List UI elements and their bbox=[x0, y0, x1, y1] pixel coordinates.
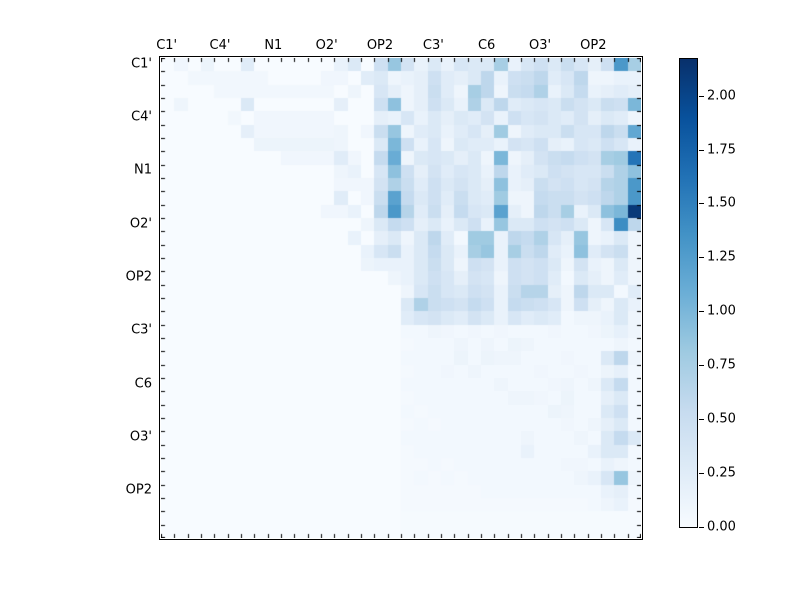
y-axis-label: C3' bbox=[131, 322, 152, 338]
colorbar-tick-label: 0.50 bbox=[707, 411, 736, 427]
colorbar-tick-label: 1.25 bbox=[707, 249, 736, 265]
colorbar-tick bbox=[699, 527, 704, 528]
y-axis-label: C1' bbox=[131, 56, 152, 72]
x-axis-label: OP2 bbox=[580, 38, 607, 53]
x-axis-label: OP2 bbox=[366, 38, 394, 53]
y-axis-label: O3' bbox=[129, 429, 152, 445]
x-axis-label: C6 bbox=[477, 38, 496, 53]
colorbar-tick-label: 0.75 bbox=[707, 357, 736, 373]
x-axis-label: O2' bbox=[315, 38, 338, 53]
heatmap bbox=[161, 58, 641, 538]
x-axis-label: N1 bbox=[264, 38, 283, 53]
y-axis-label: O2' bbox=[129, 216, 152, 232]
colorbar-tick-label: 1.75 bbox=[707, 142, 736, 158]
y-axis-label: C4' bbox=[131, 109, 152, 125]
colorbar-tick bbox=[699, 419, 704, 421]
colorbar-tick-label: 2.00 bbox=[707, 88, 736, 104]
colorbar-tick bbox=[699, 473, 704, 475]
colorbar-tick bbox=[699, 203, 704, 205]
colorbar-tick bbox=[699, 95, 704, 97]
y-axis-label: C6 bbox=[134, 376, 152, 392]
y-axis-label: OP2 bbox=[125, 482, 152, 498]
y-axis-label: N1 bbox=[134, 162, 152, 178]
colorbar bbox=[679, 58, 698, 528]
colorbar-tick bbox=[699, 257, 704, 259]
y-axis-label: OP2 bbox=[125, 269, 152, 285]
x-axis-label: O3' bbox=[528, 38, 552, 53]
colorbar-tick bbox=[699, 149, 704, 151]
colorbar-tick-label: 1.50 bbox=[707, 195, 736, 211]
x-axis-label: C1' bbox=[156, 38, 178, 53]
colorbar-tick bbox=[699, 365, 704, 367]
x-axis-label: C4' bbox=[209, 38, 231, 53]
x-axis-label: C3' bbox=[422, 38, 444, 53]
colorbar-tick bbox=[699, 311, 704, 313]
colorbar-tick-label: 0.25 bbox=[707, 465, 736, 481]
colorbar-tick-label: 1.00 bbox=[707, 303, 736, 319]
colorbar-tick-label: 0.00 bbox=[707, 519, 736, 535]
axes-frame bbox=[159, 56, 643, 540]
